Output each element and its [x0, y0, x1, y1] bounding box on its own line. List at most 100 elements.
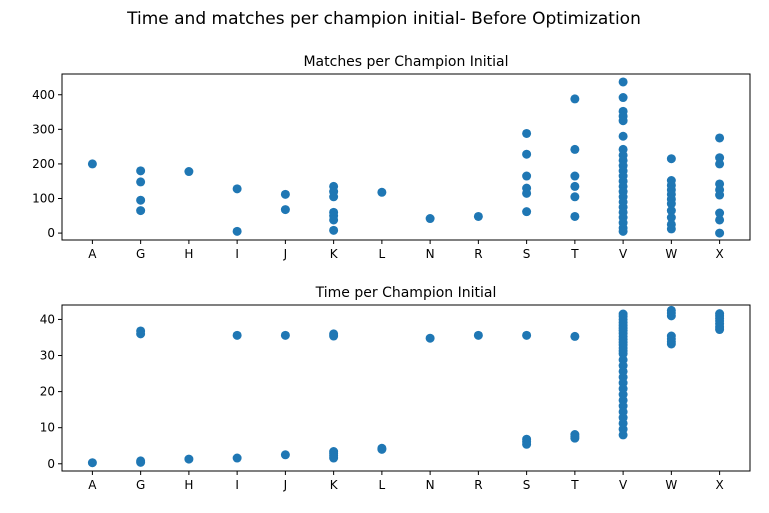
matches-point — [715, 190, 725, 200]
matches-point — [666, 224, 676, 234]
time-y-tick-label: 0 — [47, 457, 55, 471]
time-x-tick-label: A — [88, 478, 97, 492]
time-point — [136, 329, 146, 339]
time-x-tick-label: I — [235, 478, 239, 492]
matches-point — [136, 177, 146, 187]
matches-point — [184, 167, 194, 177]
matches-y-tick-label: 200 — [32, 157, 55, 171]
matches-point — [473, 211, 483, 221]
matches-point — [522, 188, 532, 198]
time-point — [473, 330, 483, 340]
matches-point — [570, 181, 580, 191]
matches-point — [280, 189, 290, 199]
matches-x-tick-label: K — [330, 247, 339, 261]
matches-x-tick-label: R — [474, 247, 482, 261]
matches-point — [329, 215, 339, 225]
matches-points — [87, 77, 725, 238]
matches-point — [618, 131, 628, 141]
matches-point — [280, 205, 290, 215]
time-point — [329, 453, 339, 463]
time-point — [329, 331, 339, 341]
matches-point — [715, 228, 725, 238]
matches-chart-title: Matches per Champion Initial — [303, 54, 508, 70]
time-point — [377, 444, 387, 454]
time-point — [232, 330, 242, 340]
matches-point — [570, 211, 580, 221]
matches-point — [136, 206, 146, 216]
matches-point — [618, 77, 628, 87]
time-y-axis: 0 10 20 30 40 — [40, 312, 62, 471]
time-x-tick-label: R — [474, 478, 482, 492]
matches-point — [377, 187, 387, 197]
matches-y-tick-label: 0 — [47, 226, 55, 240]
time-point — [280, 330, 290, 340]
matches-x-tick-label: T — [570, 247, 579, 261]
time-x-tick-label: W — [665, 478, 677, 492]
matches-y-tick-label: 100 — [32, 192, 55, 206]
matches-point — [666, 199, 676, 209]
matches-point — [715, 133, 725, 143]
matches-point — [666, 213, 676, 223]
time-point — [570, 331, 580, 341]
time-point — [232, 453, 242, 463]
time-x-tick-label: X — [715, 478, 723, 492]
matches-y-tick-label: 400 — [32, 88, 55, 102]
time-panel: Time per Champion Initial 0 10 20 30 40 A G H I… — [40, 285, 751, 492]
time-x-tick-label: H — [184, 478, 193, 492]
time-y-tick-label: 30 — [40, 349, 55, 363]
matches-y-tick-label: 300 — [32, 122, 55, 136]
time-point — [184, 454, 194, 464]
time-y-tick-label: 20 — [40, 385, 55, 399]
matches-point — [570, 94, 580, 104]
matches-point — [715, 208, 725, 218]
time-point — [522, 330, 532, 340]
matches-point — [666, 206, 676, 216]
matches-x-tick-label: G — [136, 247, 145, 261]
time-point — [618, 430, 628, 440]
time-x-tick-label: V — [619, 478, 628, 492]
time-y-tick-label: 40 — [40, 312, 55, 326]
time-point — [666, 339, 676, 349]
matches-x-tick-label: N — [426, 247, 435, 261]
time-y-tick-label: 10 — [40, 421, 55, 435]
time-point — [666, 311, 676, 321]
time-point — [522, 439, 532, 449]
matches-y-axis: 0 100 200 300 400 — [32, 88, 62, 240]
matches-point — [329, 192, 339, 202]
matches-point — [618, 226, 628, 236]
matches-x-tick-label: A — [88, 247, 97, 261]
time-chart-title: Time per Champion Initial — [315, 285, 497, 301]
matches-point — [570, 192, 580, 202]
matches-point — [136, 166, 146, 176]
matches-point — [715, 153, 725, 163]
time-point — [280, 450, 290, 460]
matches-point — [136, 195, 146, 205]
time-x-tick-label: J — [283, 478, 288, 492]
matches-point — [715, 215, 725, 225]
time-x-tick-label: K — [330, 478, 339, 492]
matches-point — [570, 171, 580, 181]
matches-point — [666, 154, 676, 164]
matches-point — [715, 159, 725, 169]
time-point — [136, 457, 146, 467]
matches-point — [570, 144, 580, 154]
time-x-tick-label: G — [136, 478, 145, 492]
time-point — [87, 458, 97, 468]
matches-plot-frame — [61, 73, 751, 241]
time-points — [87, 305, 725, 468]
time-x-tick-label: N — [426, 478, 435, 492]
matches-point — [232, 184, 242, 194]
matches-x-tick-label: J — [283, 247, 288, 261]
figure-suptitle: Time and matches per champion initial- B… — [126, 9, 641, 29]
matches-point — [329, 225, 339, 235]
matches-x-tick-label: L — [379, 247, 386, 261]
matches-point — [87, 159, 97, 169]
matches-x-tick-label: I — [235, 247, 239, 261]
matches-point — [618, 116, 628, 126]
matches-x-tick-label: H — [184, 247, 193, 261]
matches-x-tick-label: S — [523, 247, 531, 261]
time-x-tick-label: T — [570, 478, 579, 492]
matches-point — [522, 149, 532, 159]
